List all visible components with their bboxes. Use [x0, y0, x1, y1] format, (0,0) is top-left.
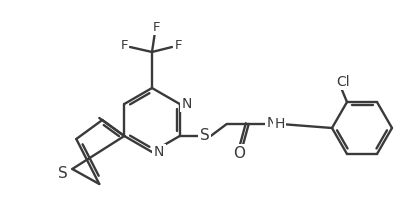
Text: N: N	[267, 116, 277, 130]
Text: S: S	[58, 166, 68, 182]
Text: O: O	[233, 145, 245, 161]
Text: N: N	[154, 145, 164, 159]
Text: F: F	[174, 38, 182, 52]
Text: Cl: Cl	[336, 75, 350, 89]
Text: H: H	[275, 117, 285, 131]
Text: S: S	[200, 129, 210, 143]
Text: N: N	[181, 97, 192, 111]
Text: F: F	[153, 20, 161, 34]
Text: F: F	[120, 38, 128, 52]
